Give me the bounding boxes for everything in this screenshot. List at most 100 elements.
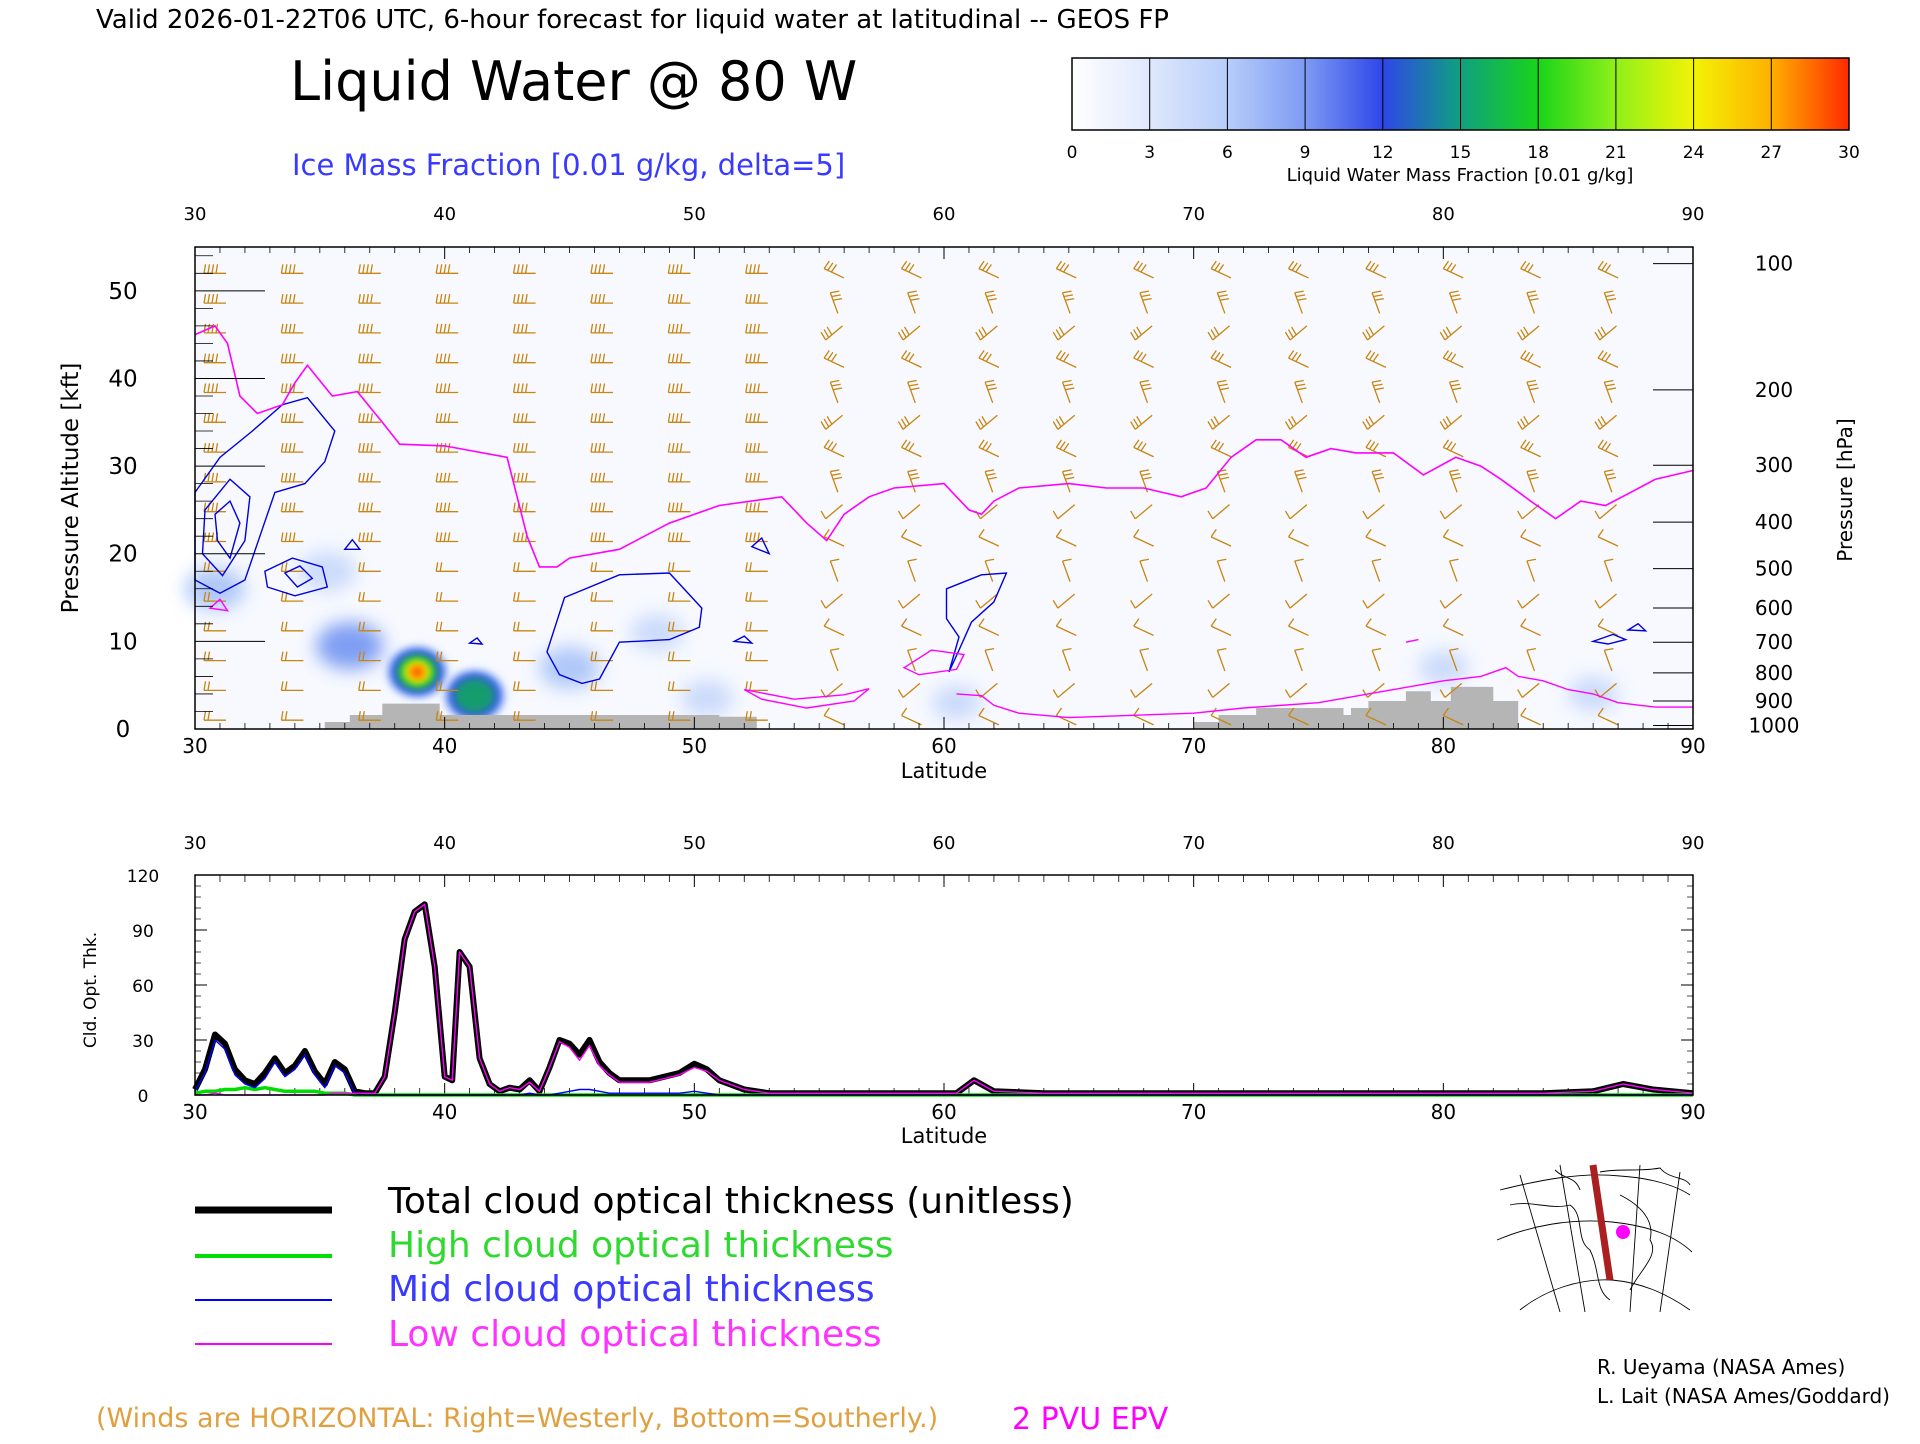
wind-barb-glyph: [1597, 528, 1619, 547]
wind-barb-feather: [280, 383, 284, 393]
wind-barb-feather: [823, 528, 830, 538]
wind-barb-feather: [358, 591, 361, 602]
wind-barb-glyph: [590, 621, 613, 632]
wind-barb: [590, 264, 613, 274]
wind-barb-glyph: [1442, 439, 1464, 458]
wind-barb-feather: [516, 323, 520, 334]
wind-barb-feather: [594, 293, 598, 304]
wind-barb-glyph: [1061, 469, 1075, 493]
wind-barb-feather: [1142, 387, 1152, 391]
pressure-tick-label: 700: [1755, 630, 1793, 654]
wind-barb-feather: [679, 532, 683, 542]
wind-barb-glyph: [907, 469, 920, 493]
wind-barb-glyph: [1597, 618, 1619, 637]
map-coastline: [1599, 1167, 1691, 1186]
wind-barb-feather: [1439, 510, 1446, 520]
x-tick-label: 70: [1181, 1100, 1206, 1124]
wind-barb-feather: [280, 293, 284, 304]
wind-barb-shaft: [1057, 682, 1076, 698]
wind-barb: [512, 591, 536, 602]
wind-barb-feather: [1287, 707, 1295, 716]
wind-barb-glyph: [900, 350, 922, 368]
map-coastline: [1554, 1169, 1581, 1191]
wind-barb-glyph: [203, 293, 226, 304]
wind-barb-glyph: [1603, 379, 1617, 404]
wind-barb-feather: [1217, 379, 1227, 383]
wind-barb: [1439, 414, 1463, 430]
wind-barb-feather: [907, 558, 917, 562]
wind-barb: [358, 681, 381, 692]
x-tick-label: 50: [682, 734, 707, 758]
wind-barb-glyph: [1442, 350, 1464, 368]
wind-barb: [590, 293, 613, 304]
wind-barb-glyph: [1371, 379, 1384, 404]
wind-barb-feather: [1210, 618, 1217, 627]
wind-barb-shaft: [1444, 504, 1463, 520]
wind-barb-feather: [211, 264, 215, 274]
wind-barb-glyph: [1284, 414, 1308, 430]
wind-barb: [897, 682, 921, 698]
wind-barb: [280, 711, 304, 721]
wind-barb-glyph: [435, 383, 459, 394]
wind-barb-feather: [594, 681, 598, 691]
wind-barb-feather: [904, 351, 911, 361]
wind-barb-feather: [288, 472, 292, 483]
wind-barb-feather: [439, 532, 443, 542]
wind-barb-glyph: [590, 293, 613, 304]
wind-barb-glyph: [667, 413, 691, 423]
wind-barb-glyph: [1287, 707, 1309, 726]
wind-barb: [1210, 528, 1232, 547]
wind-barb-shaft: [1371, 381, 1381, 404]
wind-barb-feather: [907, 379, 917, 383]
wind-barb-glyph: [590, 591, 613, 602]
ice-contour: [1590, 633, 1628, 645]
wind-barb-glyph: [358, 264, 381, 274]
wind-barb-glyph: [907, 379, 920, 404]
wind-barb-feather: [1210, 418, 1217, 428]
wind-barb-feather: [1597, 350, 1604, 359]
wind-barb-shaft: [1367, 414, 1385, 430]
wind-barb-feather: [1373, 294, 1383, 298]
wind-barb-feather: [1604, 290, 1614, 294]
wind-barb-feather: [1527, 442, 1534, 452]
wind-barb-shaft: [1365, 268, 1387, 279]
wind-barb-feather: [203, 681, 207, 691]
wind-barb-shaft: [1061, 381, 1071, 404]
wind-barb-feather: [207, 264, 211, 274]
wind-barb-glyph: [667, 532, 691, 543]
wind-barb-feather: [831, 383, 841, 387]
wind-barb: [280, 323, 304, 334]
wind-barb-feather: [1063, 383, 1073, 387]
wind-barb-feather: [1523, 416, 1529, 425]
wind-barb: [897, 325, 921, 341]
wind-barb-glyph: [1517, 593, 1540, 609]
wind-barb-feather: [1594, 331, 1601, 341]
wind-barb-shaft: [1603, 560, 1613, 582]
wind-barb-feather: [675, 323, 679, 334]
wind-barb-feather: [1365, 350, 1372, 359]
wind-barb-feather: [830, 353, 838, 362]
wind-barb-feather: [524, 502, 528, 512]
wind-barb-feather: [1133, 707, 1140, 716]
wind-barb: [280, 502, 304, 513]
wind-barb-feather: [512, 681, 516, 691]
wind-barb-glyph: [590, 532, 613, 543]
wind-barb-feather: [757, 353, 760, 363]
colorbar-tick-label: 12: [1372, 143, 1394, 163]
wind-barb-feather: [1062, 379, 1072, 383]
wind-barb-feather: [1529, 387, 1539, 391]
y-tick-label: 0: [138, 1087, 149, 1107]
wind-barb-feather: [982, 441, 989, 450]
wind-barb-feather: [516, 442, 520, 453]
wind-barb-feather: [1529, 297, 1539, 301]
wind-barb-feather: [745, 711, 748, 721]
wind-barb-glyph: [280, 472, 304, 483]
colorbar-tick-label: 15: [1450, 143, 1472, 163]
x-tick-label-top: 90: [1682, 833, 1705, 854]
wind-barb-glyph: [1371, 469, 1384, 493]
wind-barb: [1362, 414, 1385, 430]
wind-barb-glyph: [280, 562, 304, 572]
wind-barb-feather: [830, 558, 840, 562]
wind-barb: [1520, 260, 1541, 279]
wind-barb-feather: [1133, 418, 1139, 428]
